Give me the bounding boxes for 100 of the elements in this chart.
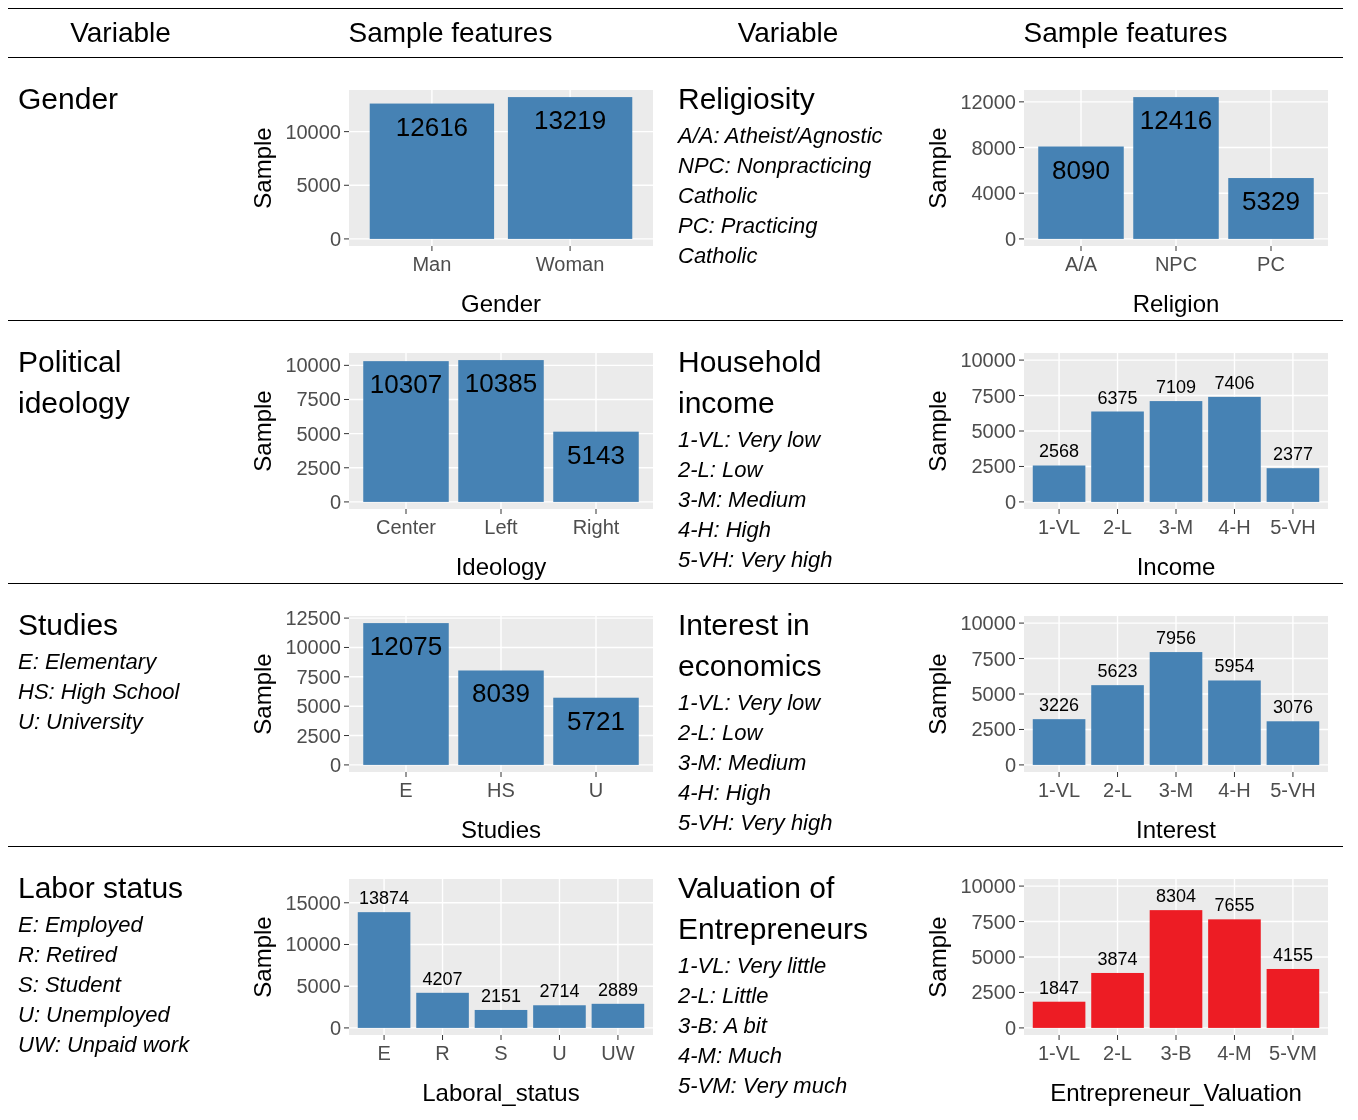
x-tick-label: HS xyxy=(487,779,515,801)
x-tick-label: S xyxy=(494,1042,508,1064)
bar xyxy=(363,361,449,502)
x-tick-label: Center xyxy=(375,516,437,538)
x-tick-label: UW xyxy=(601,1042,635,1064)
text: 3-B: A bit xyxy=(678,1012,769,1040)
data-label: 12416 xyxy=(1139,105,1213,136)
text: 2-L: Little xyxy=(678,982,770,1010)
bar xyxy=(474,1009,528,1028)
bar xyxy=(1208,919,1261,1028)
x-tick-label: 2-L xyxy=(1103,1042,1132,1064)
y-axis-title: Sample xyxy=(249,916,277,998)
bar xyxy=(363,623,449,765)
bar xyxy=(1149,910,1203,1028)
x-tick-label: 4-H xyxy=(1218,516,1251,538)
y-tick-label: 5000 xyxy=(296,975,341,998)
bar xyxy=(1133,97,1219,239)
bar xyxy=(553,431,639,502)
y-axis-title: Sample xyxy=(924,127,952,209)
x-tick-label: NPC xyxy=(1154,253,1198,275)
data-label: 7655 xyxy=(1214,895,1255,916)
y-axis-title: Sample xyxy=(249,653,277,735)
data-label: 2151 xyxy=(480,985,522,1006)
x-tick-label: 5-VM xyxy=(1269,1042,1317,1064)
data-label: 7109 xyxy=(1155,377,1197,398)
y-tick-label: 2500 xyxy=(971,455,1016,478)
bar xyxy=(1032,465,1086,502)
y-tick-label: 5000 xyxy=(971,420,1016,442)
data-label: 2377 xyxy=(1272,444,1313,465)
y-axis-title: Sample xyxy=(924,390,952,472)
data-label: 5954 xyxy=(1214,656,1255,677)
data-label: 2714 xyxy=(539,981,580,1002)
x-tick-label: 3-M xyxy=(1158,516,1194,538)
text: 2-L: Low xyxy=(678,719,765,747)
text: U: University xyxy=(18,708,145,736)
x-axis-title: Studies xyxy=(460,816,542,843)
text: U: Unemployed xyxy=(18,1001,172,1029)
y-tick-label: 12500 xyxy=(285,607,341,630)
y-axis-title: Sample xyxy=(249,390,277,472)
text: 2-L: Low xyxy=(678,456,765,484)
x-axis-title: Income xyxy=(1136,553,1216,580)
text: 4-H: High xyxy=(678,516,772,544)
x-tick-label: U xyxy=(588,779,604,801)
y-tick-label: 10000 xyxy=(285,933,341,956)
y-tick-label: 2500 xyxy=(971,981,1016,1004)
data-label: 2889 xyxy=(597,979,638,1000)
data-label: 10385 xyxy=(464,368,538,399)
y-tick-label: 7500 xyxy=(296,665,341,688)
y-tick-label: 0 xyxy=(329,753,341,776)
data-label: 6375 xyxy=(1097,387,1138,408)
y-tick-label: 5000 xyxy=(296,422,341,445)
bar xyxy=(591,1003,645,1028)
bar xyxy=(1208,680,1261,765)
text: Variable xyxy=(736,16,840,50)
y-tick-label: 10000 xyxy=(285,120,341,143)
data-label: 13219 xyxy=(533,105,607,136)
y-tick-label: 10000 xyxy=(285,636,341,659)
y-tick-label: 0 xyxy=(329,1016,341,1039)
bar xyxy=(458,670,544,765)
text: S: Student xyxy=(18,971,123,999)
y-tick-label: 0 xyxy=(329,227,341,250)
text: Labor status xyxy=(18,870,185,906)
x-tick-label: 2-L xyxy=(1103,779,1132,801)
text: Variable xyxy=(69,16,172,50)
data-label: 3076 xyxy=(1272,697,1313,718)
x-axis-title: Entrepreneur_Valuation xyxy=(1050,1079,1302,1106)
bar xyxy=(1266,468,1320,502)
data-label: 5721 xyxy=(567,705,625,736)
x-axis-title: Gender xyxy=(460,290,542,317)
y-tick-label: 2500 xyxy=(971,718,1016,741)
bar xyxy=(1038,146,1124,239)
bar xyxy=(357,912,411,1028)
x-tick-label: 4-M xyxy=(1217,1042,1252,1064)
y-tick-label: 2500 xyxy=(296,456,341,479)
x-tick-label: E xyxy=(399,779,413,801)
text: 5-VH: Very high xyxy=(678,546,834,574)
text: PC: Practicing Catholic xyxy=(678,212,819,270)
y-tick-label: 0 xyxy=(1004,490,1016,513)
x-tick-label: E xyxy=(377,1042,391,1064)
y-tick-label: 2500 xyxy=(296,724,341,747)
data-label: 8039 xyxy=(472,678,530,709)
x-tick-label: 5-VH xyxy=(1270,779,1316,801)
y-tick-label: 0 xyxy=(1004,753,1016,776)
text: Sample features xyxy=(1022,16,1229,50)
x-tick-label: 3-M xyxy=(1158,779,1194,801)
text: Gender xyxy=(18,81,120,117)
data-label: 4155 xyxy=(1272,944,1313,965)
y-tick-label: 15000 xyxy=(285,891,341,914)
bar xyxy=(1149,401,1203,502)
x-tick-label: Right xyxy=(572,516,620,538)
x-tick-label: Man xyxy=(412,253,452,275)
text: Religiosity xyxy=(678,81,816,117)
y-tick-label: 12000 xyxy=(960,90,1016,113)
text: Valuation of Entrepreneurs xyxy=(678,870,870,947)
data-label: 4207 xyxy=(422,968,463,989)
bar xyxy=(1208,396,1261,502)
bar xyxy=(1149,652,1203,765)
bar xyxy=(1228,178,1314,239)
y-tick-label: 5000 xyxy=(296,174,341,197)
text: 1-VL: Very little xyxy=(678,952,828,980)
